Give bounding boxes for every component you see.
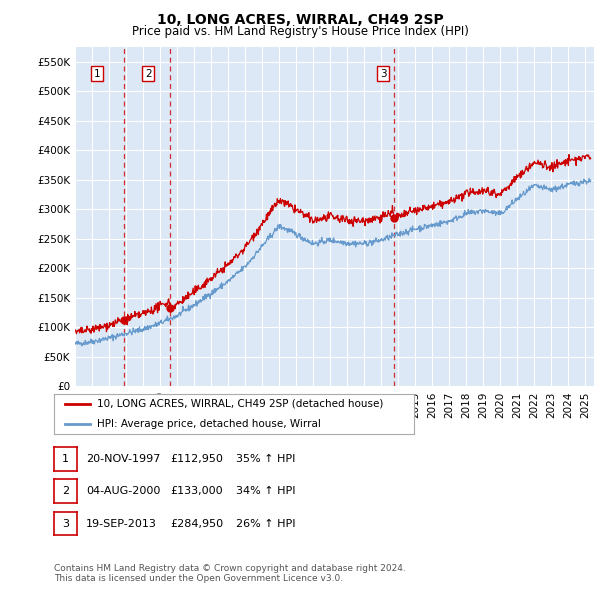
Text: Contains HM Land Registry data © Crown copyright and database right 2024.
This d: Contains HM Land Registry data © Crown c… [54,563,406,583]
Text: 04-AUG-2000: 04-AUG-2000 [86,486,160,496]
Text: £133,000: £133,000 [170,486,223,496]
Text: 19-SEP-2013: 19-SEP-2013 [86,519,157,529]
Text: 20-NOV-1997: 20-NOV-1997 [86,454,160,464]
Text: 2: 2 [145,69,151,78]
Text: 3: 3 [62,519,69,529]
Text: 1: 1 [62,454,69,464]
Text: HPI: Average price, detached house, Wirral: HPI: Average price, detached house, Wirr… [97,419,321,428]
Text: 10, LONG ACRES, WIRRAL, CH49 2SP (detached house): 10, LONG ACRES, WIRRAL, CH49 2SP (detach… [97,399,383,408]
Text: 34% ↑ HPI: 34% ↑ HPI [236,486,295,496]
Text: £284,950: £284,950 [170,519,223,529]
Text: 1: 1 [94,69,100,78]
Text: 35% ↑ HPI: 35% ↑ HPI [236,454,295,464]
Text: 3: 3 [380,69,386,78]
Text: Price paid vs. HM Land Registry's House Price Index (HPI): Price paid vs. HM Land Registry's House … [131,25,469,38]
Text: 26% ↑ HPI: 26% ↑ HPI [236,519,295,529]
Text: 2: 2 [62,486,69,496]
Text: £112,950: £112,950 [170,454,223,464]
Text: 10, LONG ACRES, WIRRAL, CH49 2SP: 10, LONG ACRES, WIRRAL, CH49 2SP [157,13,443,27]
